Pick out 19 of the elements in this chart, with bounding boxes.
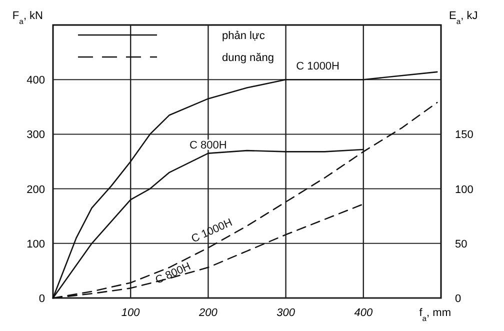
annotation: phản lực: [222, 30, 266, 42]
y-axis-title: F$_{a}$, kN: [12, 10, 44, 26]
y2-axis-title: E$_{a}$, kJ: [449, 10, 478, 26]
y2-tick-label: 150: [455, 129, 474, 142]
y-tick-label: 300: [26, 129, 45, 142]
series-label: C 1000H: [296, 60, 340, 73]
y2-tick-label: 100: [455, 184, 474, 196]
x-tick-label: 100: [121, 307, 141, 319]
annotation: dung năng: [222, 52, 274, 64]
y-tick-label: 200: [26, 184, 45, 196]
y-tick-label: 0: [38, 293, 45, 305]
x-tick-label: 400: [354, 307, 374, 319]
x-tick-label: 300: [276, 307, 296, 319]
y2-tick-label: 0: [455, 293, 462, 305]
y2-tick-label: 50: [455, 238, 468, 250]
x-tick-label: 200: [198, 307, 218, 319]
y-tick-label: 400: [26, 74, 45, 87]
y-tick-label: 100: [26, 238, 45, 250]
x-axis-title: f$_{a}$, mm: [419, 307, 451, 322]
